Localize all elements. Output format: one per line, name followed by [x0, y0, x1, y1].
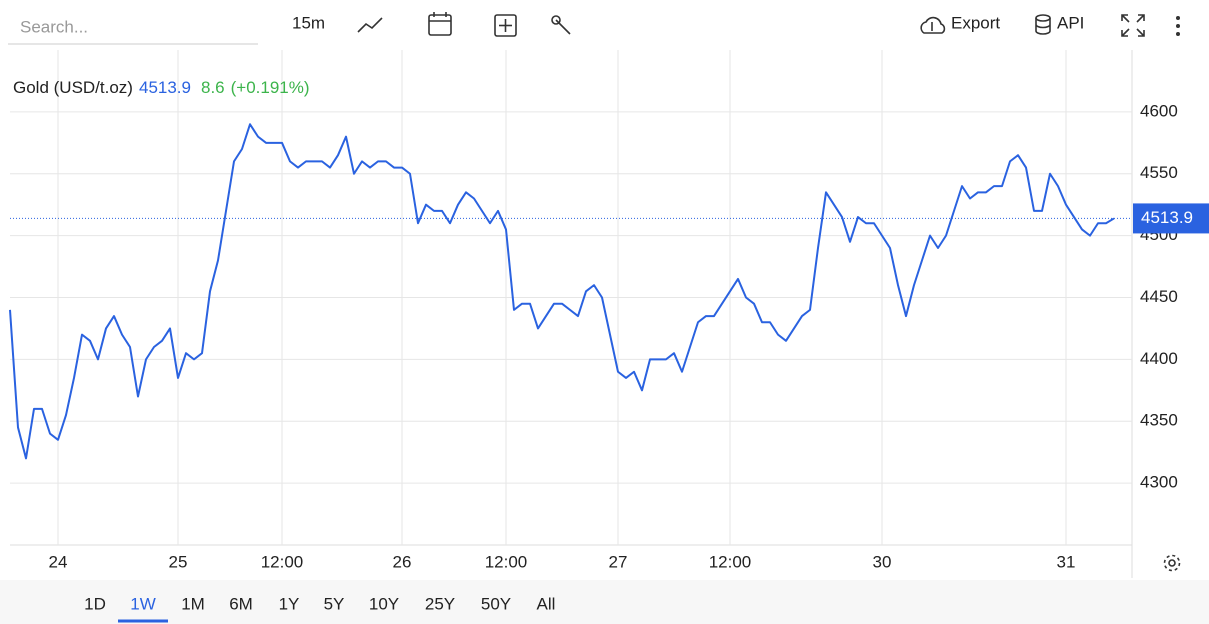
range-button[interactable]: 1Y — [279, 594, 300, 613]
range-button[interactable]: 1M — [181, 594, 205, 613]
y-tick-label: 4350 — [1140, 411, 1178, 430]
range-button[interactable]: 25Y — [425, 594, 455, 613]
range-button[interactable]: 5Y — [324, 594, 345, 613]
x-tick-label: 12:00 — [485, 552, 528, 571]
fullscreen-icon[interactable] — [1121, 14, 1145, 37]
range-button[interactable]: 1D — [84, 594, 106, 613]
tools-icon[interactable] — [551, 15, 571, 35]
y-tick-label: 4550 — [1140, 163, 1178, 182]
api-button[interactable]: API — [1057, 13, 1084, 32]
chart-type-icon[interactable] — [357, 17, 383, 33]
compare-icon[interactable] — [494, 14, 517, 37]
legend: Gold (USD/t.oz) 4513.9 8.6 (+0.191%) — [13, 78, 310, 97]
x-tick-label: 24 — [49, 552, 68, 571]
range-button[interactable]: 10Y — [369, 594, 399, 613]
header-change: 8.6 — [201, 78, 225, 97]
price-line — [9, 123, 1115, 460]
range-button[interactable]: 6M — [229, 594, 253, 613]
y-tick-label: 4450 — [1140, 287, 1178, 306]
x-tick-label: 25 — [169, 552, 188, 571]
x-tick-label: 12:00 — [709, 552, 752, 571]
series-name: Gold (USD/t.oz) — [13, 78, 133, 97]
export-icon[interactable] — [920, 16, 946, 34]
header-price: 4513.9 — [139, 78, 191, 97]
range-button[interactable]: 50Y — [481, 594, 511, 613]
range-button[interactable]: All — [537, 594, 556, 613]
x-tick-label: 27 — [609, 552, 628, 571]
x-tick-label: 31 — [1057, 552, 1076, 571]
last-price-box — [1133, 203, 1209, 234]
range-button[interactable]: 1W — [130, 594, 156, 613]
x-tick-label: 26 — [393, 552, 412, 571]
header-change-pct: (+0.191%) — [231, 78, 310, 97]
settings-icon[interactable] — [1163, 554, 1181, 572]
export-button[interactable]: Export — [951, 13, 1000, 32]
x-tick-label: 12:00 — [261, 552, 304, 571]
y-tick-label: 4600 — [1140, 101, 1178, 120]
x-tick-label: 30 — [873, 552, 892, 571]
search-box[interactable]: Search... — [20, 17, 88, 36]
menu-icon[interactable] — [1176, 16, 1180, 36]
y-tick-label: 4400 — [1140, 349, 1178, 368]
calendar-icon[interactable] — [428, 12, 452, 36]
y-tick-label: 4300 — [1140, 473, 1178, 492]
last-price-label: 4513.9 — [1141, 208, 1193, 227]
interval-button[interactable]: 15m — [292, 13, 325, 32]
api-icon[interactable] — [1035, 14, 1051, 35]
range-bar — [0, 580, 1209, 624]
